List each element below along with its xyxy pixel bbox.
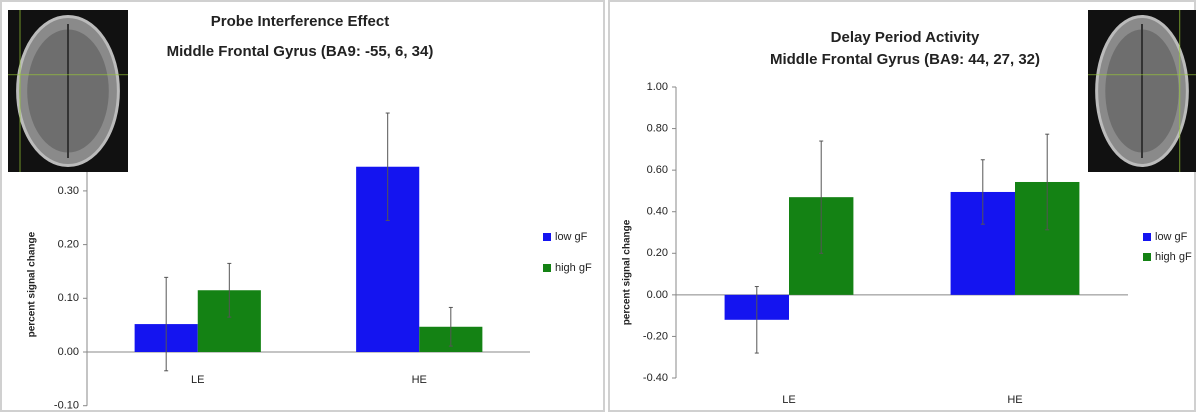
page: -0.10 0.00 0.10 0.20 0.30 percent signal chan…	[0, 0, 1196, 412]
chart-title: Probe Interference Effect	[211, 13, 389, 30]
x-tick-label: HE	[412, 374, 427, 386]
y-tick-label: -0.10	[54, 400, 79, 412]
y-tick-label: 0.60	[647, 164, 668, 176]
y-axis-label: percent signal change	[27, 231, 38, 337]
y-axis-label: percent signal change	[622, 219, 633, 325]
y-tick-label: 0.00	[647, 289, 668, 301]
y-tick-label: 0.30	[58, 185, 79, 197]
y-tick-label: 0.00	[58, 346, 79, 358]
y-tick-label: 0.20	[647, 247, 668, 259]
legend-label: high gF	[1155, 251, 1192, 263]
y-tick-label: 1.00	[647, 81, 668, 93]
legend-swatch	[1143, 233, 1151, 241]
legend-swatch	[543, 233, 551, 241]
y-tick-label: 0.10	[58, 292, 79, 304]
figure: -0.10 0.00 0.10 0.20 0.30 percent signal chan…	[0, 0, 1196, 412]
y-tick-label: 0.40	[647, 206, 668, 218]
legend-label: low gF	[555, 231, 588, 243]
chart-subtitle: Middle Frontal Gyrus (BA9: -55, 6, 34)	[167, 43, 434, 60]
chart-title: Delay Period Activity	[831, 29, 980, 46]
x-tick-label: HE	[1007, 394, 1022, 406]
y-tick-label: 0.80	[647, 122, 668, 134]
x-tick-label: LE	[191, 374, 204, 386]
y-tick-label: -0.20	[643, 330, 668, 342]
legend-swatch	[543, 264, 551, 272]
legend-label: low gF	[1155, 231, 1188, 243]
legend-swatch	[1143, 253, 1151, 261]
legend-label: high gF	[555, 262, 592, 274]
x-tick-label: LE	[782, 394, 795, 406]
chart-subtitle: Middle Frontal Gyrus (BA9: 44, 27, 32)	[770, 51, 1040, 68]
y-tick-label: 0.20	[58, 239, 79, 251]
y-tick-label: -0.40	[643, 372, 668, 384]
